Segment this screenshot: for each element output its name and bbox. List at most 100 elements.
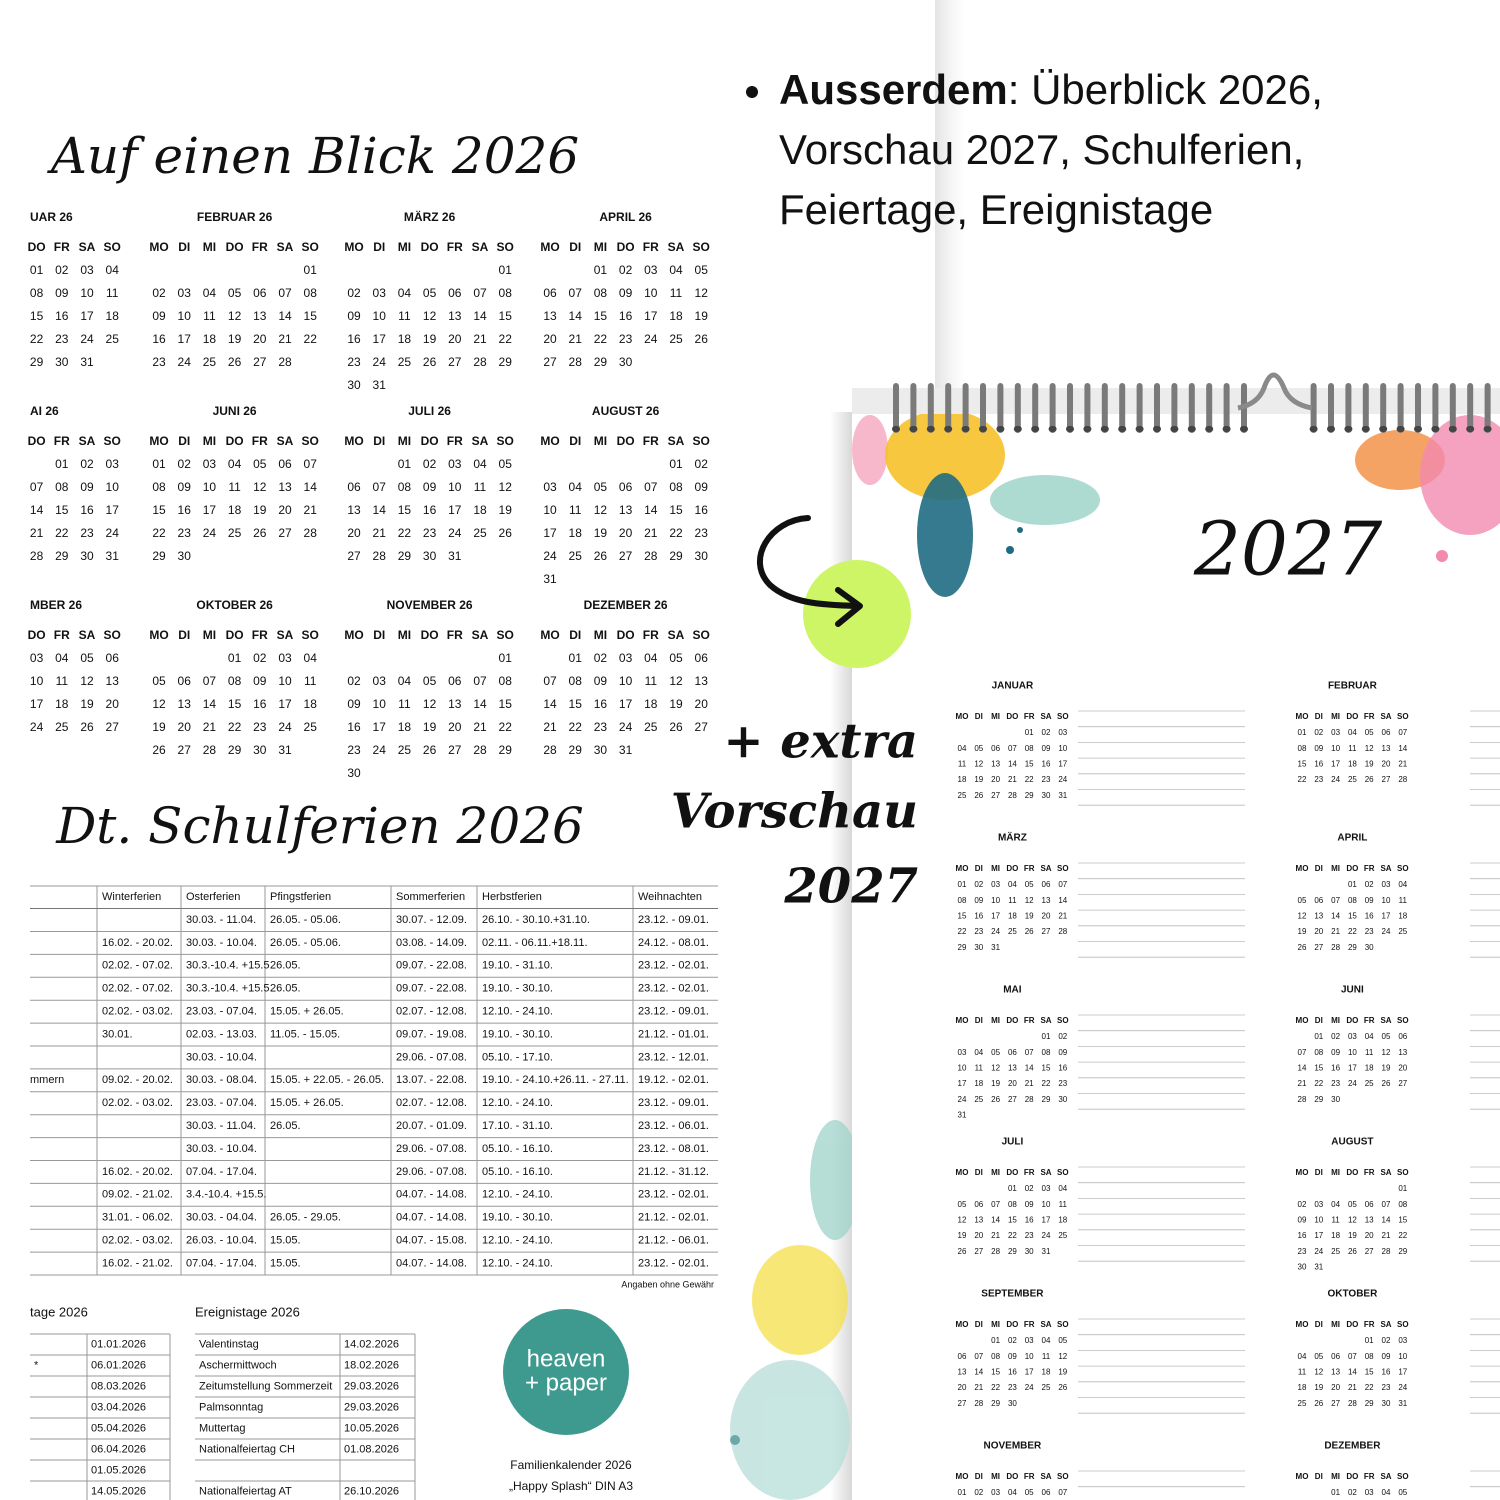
day: 06 [1398,1032,1407,1041]
day: 20 [1042,912,1051,921]
day: 28 [1348,1399,1357,1408]
day: 09 [1025,1200,1034,1209]
weekday: MO [1296,864,1309,873]
weekday: DO [28,240,46,254]
day: 05 [1365,728,1374,737]
day: 03 [448,457,462,471]
day: 01 [30,263,44,277]
weekday: SA [1380,1016,1391,1025]
table-cell: 04.07. - 14.08. [396,1189,467,1201]
splash [752,1245,848,1355]
day: 11 [106,286,119,300]
day: 01 [1298,728,1307,737]
table-cell: 12.10. - 24.10. [482,1235,553,1247]
table-cell: 26.05. [270,983,301,995]
day: 30 [695,549,709,563]
day: 18 [1042,1368,1051,1377]
day: 29 [499,355,513,369]
day: 05 [1025,880,1034,889]
day: 18 [669,309,683,323]
day: 16 [80,503,94,517]
weekday: FR [447,434,463,448]
day: 23 [1042,775,1051,784]
ring [1119,383,1126,433]
day: 01 [1314,1032,1323,1041]
table-cell: 12.10. - 24.10. [482,1097,553,1109]
day: 29 [228,743,242,757]
day: 17 [1058,760,1067,769]
weekday: SA [472,434,489,448]
day: 19 [1365,760,1374,769]
day: 21 [991,1231,1000,1240]
weekday: MI [1331,1320,1340,1329]
day: 28 [991,1247,1000,1256]
day: 22 [499,720,513,734]
day: 25 [974,1095,983,1104]
day: 31 [1398,1399,1407,1408]
day: 20 [974,1231,983,1240]
day: 26 [669,720,683,734]
weekday: FR [1364,1320,1375,1329]
day: 19 [958,1231,967,1240]
day: 30 [594,743,608,757]
weekday: FR [252,628,268,642]
day: 29 [55,549,69,563]
weekday: SO [1057,1472,1069,1481]
day: 10 [1042,1200,1051,1209]
day: 26 [1025,927,1034,936]
weekday: MO [344,628,363,642]
day: 05 [499,457,513,471]
day: 12 [1058,1352,1067,1361]
day: 23 [423,526,437,540]
month-name: MBER 26 [30,598,82,612]
day: 07 [473,286,487,300]
day: 28 [473,743,487,757]
day: 19 [80,697,94,711]
ring [1467,383,1474,433]
weekday: SA [277,628,294,642]
weekday: SO [302,240,319,254]
day: 06 [1042,1488,1051,1497]
weekday: SA [668,628,685,642]
day: 13 [448,697,462,711]
day: 27 [253,355,267,369]
day: 29 [958,943,967,952]
day: 23 [1365,927,1374,936]
day: 30 [1025,1247,1034,1256]
day: 05 [423,674,437,688]
day: 15 [1298,760,1307,769]
table-cell: 19.10. - 30.10. [482,1028,553,1040]
table-cell: 14.05.2026 [91,1485,146,1497]
weekday: MO [1296,1016,1309,1025]
table-cell: 16.02. - 21.02. [102,1257,173,1269]
day: 03 [1058,728,1067,737]
day: 23 [347,355,361,369]
day: 27 [695,720,709,734]
table-cell: 04.07. - 14.08. [396,1257,467,1269]
day: 05 [423,286,437,300]
day: 08 [1365,1352,1374,1361]
table-cell: 02.07. - 12.08. [396,1006,467,1018]
day: 08 [304,286,318,300]
day: 05 [1058,1336,1067,1345]
month-name: JUNI 26 [213,404,257,418]
day: 14 [473,309,487,323]
weekday: DO [421,628,439,642]
weekday: DI [975,864,983,873]
splash [1420,415,1500,535]
bullet [746,86,758,98]
day: 09 [1058,1048,1067,1057]
weekday: MI [203,240,216,254]
table-cell: 23.12. - 02.01. [638,1189,709,1201]
weekday: MI [991,1016,1000,1025]
day: 15 [594,309,608,323]
day: 14 [644,503,658,517]
weekday: DO [226,434,244,448]
day: 17 [619,697,633,711]
weekday: MO [540,240,559,254]
table-cell: Muttertag [199,1422,245,1434]
day: 11 [1399,896,1408,905]
day: 05 [1298,896,1307,905]
day: 20 [347,526,361,540]
